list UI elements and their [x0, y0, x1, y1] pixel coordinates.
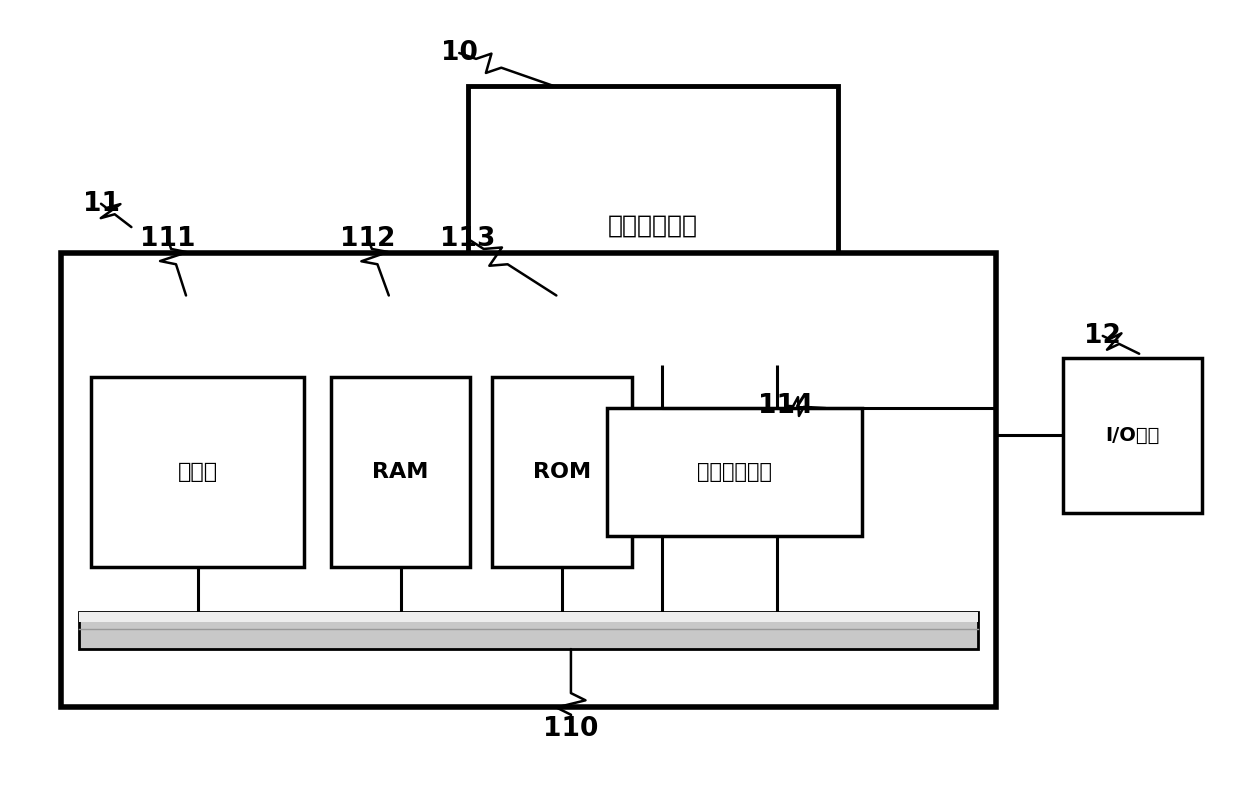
Text: 12: 12	[1084, 323, 1121, 349]
Bar	[492, 377, 632, 568]
Bar	[92, 377, 304, 568]
Text: 11: 11	[83, 191, 119, 216]
Text: 10: 10	[441, 40, 478, 66]
Text: 114: 114	[758, 393, 814, 419]
Text: 112: 112	[341, 226, 395, 251]
Bar	[79, 611, 978, 623]
Bar	[1063, 358, 1202, 513]
Text: RAM: RAM	[372, 462, 429, 482]
Text: 110: 110	[543, 716, 598, 742]
Text: 111: 111	[140, 226, 196, 251]
Bar	[79, 611, 978, 649]
Text: 处理器: 处理器	[177, 462, 218, 482]
Bar	[331, 377, 470, 568]
Bar	[467, 86, 838, 366]
Text: I/O装置: I/O装置	[1105, 426, 1160, 445]
Text: ROM: ROM	[533, 462, 591, 482]
Bar	[61, 253, 996, 707]
Text: 113: 113	[440, 226, 496, 251]
Text: 内存储存装置: 内存储存装置	[608, 213, 698, 238]
Bar	[607, 408, 862, 536]
Text: 数据传输接口: 数据传输接口	[698, 462, 772, 482]
